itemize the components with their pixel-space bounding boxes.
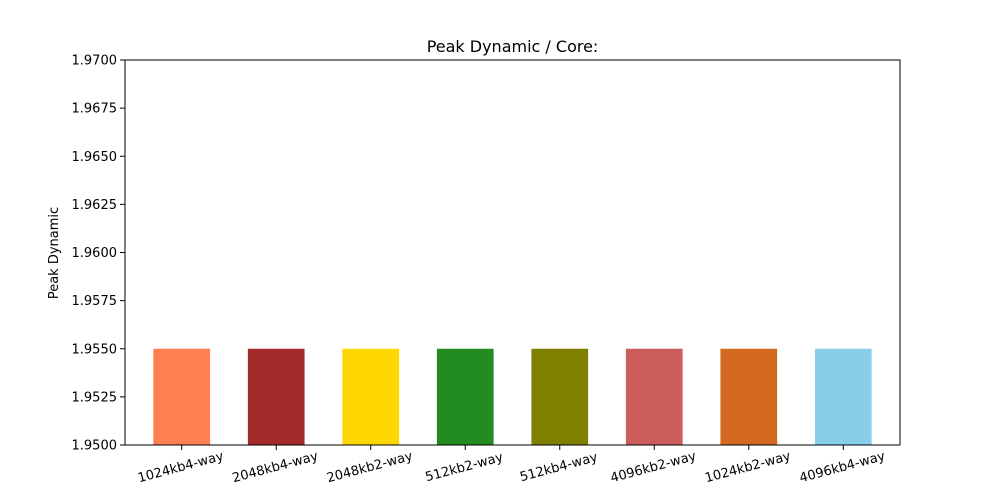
bar xyxy=(342,348,400,445)
bar xyxy=(531,348,589,445)
plot-area: 1.9500 1.9525 1.9550 1.9575 1.9600 1.9625 1.96… xyxy=(72,54,888,487)
y-tick-label: 1.9500 xyxy=(72,439,118,454)
bar xyxy=(720,348,778,445)
y-tick-label: 1.9650 xyxy=(72,150,118,165)
y-axis-label: Peak Dynamic xyxy=(47,207,62,299)
y-tick-label: 1.9550 xyxy=(72,342,118,357)
plot-frame xyxy=(124,59,901,446)
y-tick-label: 1.9575 xyxy=(72,294,118,309)
x-tick-label: 512kb4-way xyxy=(518,450,599,485)
x-tick-label: 512kb2-way xyxy=(424,450,505,485)
y-tick-label: 1.9675 xyxy=(72,102,118,117)
bar xyxy=(814,348,872,445)
bar xyxy=(247,348,305,445)
x-tick-label: 2048kb4-way xyxy=(231,449,320,486)
x-tick-label: 1024kb4-way xyxy=(136,449,225,486)
x-tick-label: 1024kb2-way xyxy=(703,449,792,486)
bar xyxy=(436,348,494,445)
bar xyxy=(153,348,211,445)
y-tick-label: 1.9625 xyxy=(72,198,118,213)
y-tick-label: 1.9600 xyxy=(72,246,118,261)
y-tick-label: 1.9700 xyxy=(72,54,118,69)
chart-title: Peak Dynamic / Core: xyxy=(427,37,599,56)
x-tick-label: 2048kb2-way xyxy=(325,449,414,486)
bar xyxy=(625,348,683,445)
x-tick-label: 4096kb4-way xyxy=(798,449,887,486)
x-tick-label: 4096kb2-way xyxy=(609,449,698,486)
y-tick-label: 1.9525 xyxy=(72,390,118,405)
